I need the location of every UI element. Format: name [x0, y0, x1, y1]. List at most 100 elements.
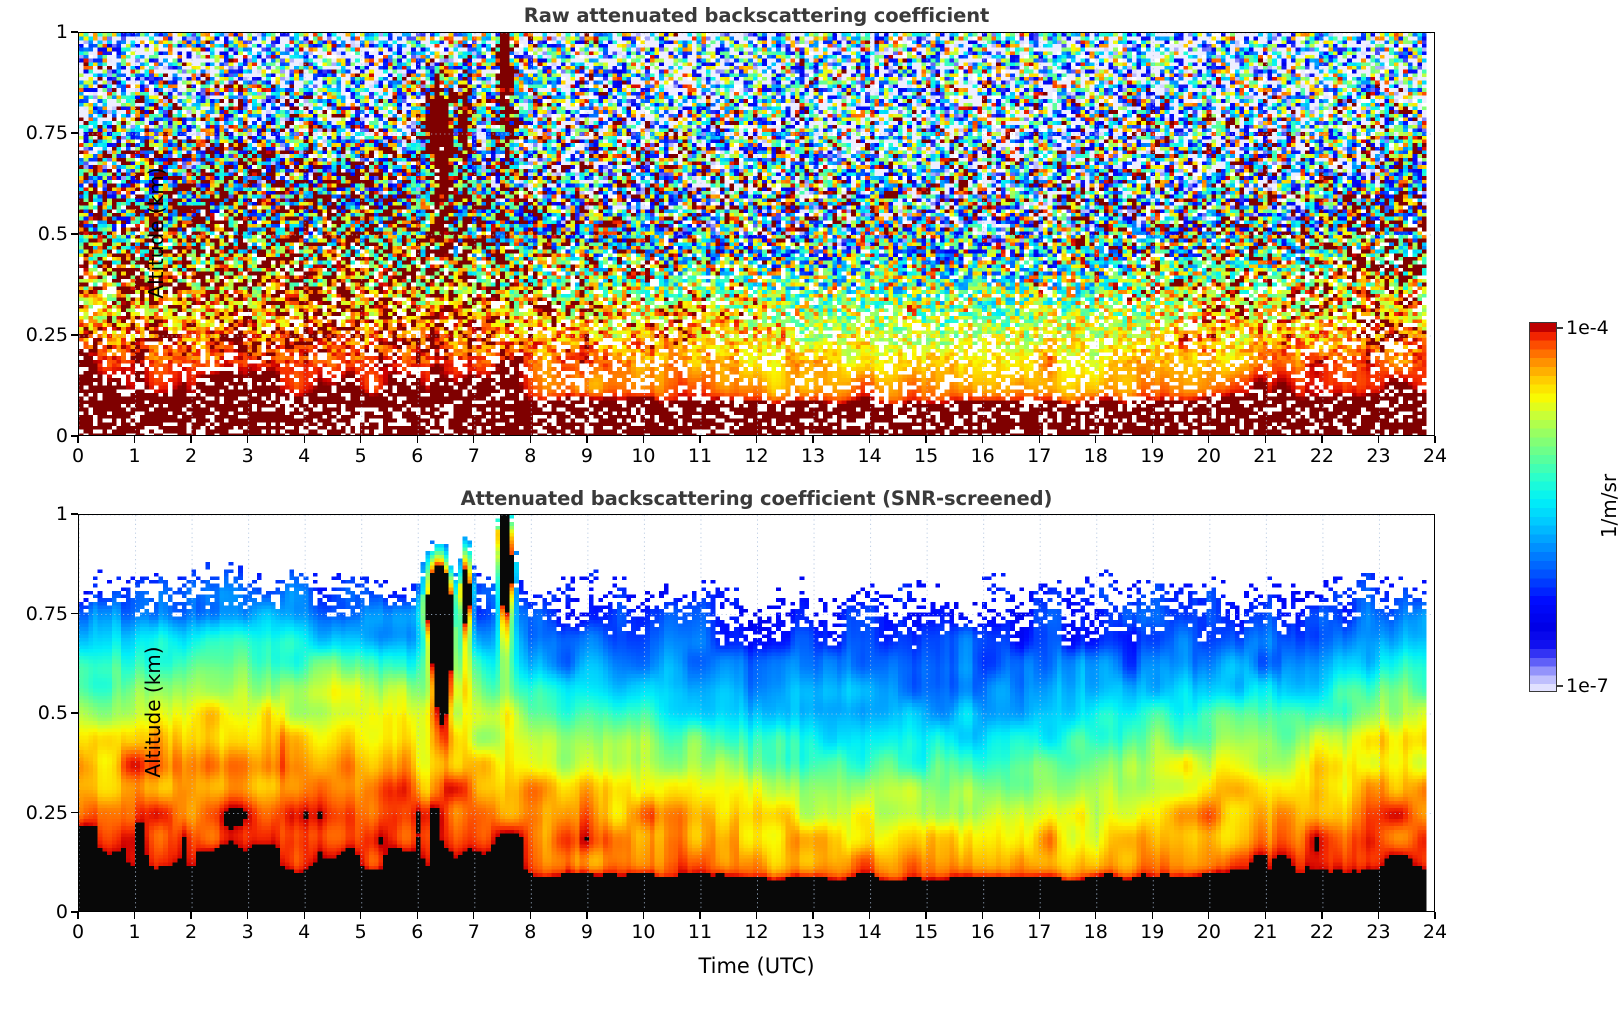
colorbar-min-label: 1e-7	[1566, 675, 1609, 697]
xtick-screened-1	[133, 912, 136, 919]
xtick-label-screened-7: 7	[467, 921, 480, 943]
xtick-raw-4	[303, 436, 305, 443]
xtick-screened-6	[416, 912, 418, 919]
ytick-raw-1	[71, 334, 78, 336]
xtick-label-raw-22: 22	[1309, 445, 1334, 467]
xtick-raw-7	[473, 436, 475, 443]
xtick-screened-24	[1434, 912, 1436, 919]
xtick-label-screened-1: 1	[128, 921, 141, 943]
xtick-screened-4	[303, 912, 305, 919]
xtick-label-raw-18: 18	[1083, 445, 1108, 467]
xtick-screened-22	[1321, 912, 1323, 919]
xtick-label-raw-14: 14	[857, 445, 882, 467]
xtick-label-raw-0: 0	[71, 445, 85, 467]
x-axis-label-screened: Time (UTC)	[698, 954, 815, 978]
xtick-screened-2	[190, 912, 192, 919]
xtick-label-screened-23: 23	[1366, 921, 1391, 943]
xtick-label-screened-14: 14	[857, 921, 882, 943]
xtick-label-raw-17: 17	[1027, 445, 1052, 467]
ytick-raw-0	[71, 435, 78, 437]
colorbar-gradient	[1529, 322, 1557, 692]
xtick-raw-5	[360, 436, 362, 443]
xtick-screened-5	[360, 912, 362, 919]
xtick-label-raw-15: 15	[914, 445, 939, 467]
xtick-screened-21	[1264, 912, 1267, 919]
ytick-raw-2	[71, 233, 78, 235]
xtick-screened-11	[699, 912, 701, 919]
ytick-label-raw-3: 0.75	[25, 122, 68, 144]
xtick-raw-0	[77, 436, 79, 443]
xtick-screened-10	[642, 912, 645, 919]
xtick-label-screened-19: 19	[1140, 921, 1165, 943]
xtick-label-raw-3: 3	[241, 445, 254, 467]
ytick-label-screened-3: 0.75	[25, 602, 68, 625]
xtick-raw-17	[1038, 436, 1040, 443]
xtick-screened-15	[925, 912, 927, 919]
ytick-screened-3	[71, 612, 78, 615]
plot-area-raw	[78, 32, 1435, 436]
colorbar-max-label: 1e-4	[1566, 317, 1609, 339]
ytick-screened-4	[71, 513, 78, 515]
xtick-label-screened-13: 13	[800, 921, 826, 943]
xtick-raw-11	[699, 436, 701, 443]
xtick-label-screened-21: 21	[1253, 921, 1278, 943]
xtick-label-screened-18: 18	[1083, 921, 1108, 943]
xtick-label-screened-12: 12	[744, 921, 769, 943]
xtick-raw-14	[868, 436, 871, 443]
xtick-label-raw-2: 2	[185, 445, 198, 467]
xtick-label-raw-11: 11	[687, 445, 713, 467]
ytick-label-raw-2: 0.5	[37, 223, 68, 245]
ytick-label-screened-4: 1	[55, 503, 68, 525]
xtick-screened-19	[1151, 912, 1153, 919]
xtick-screened-7	[473, 912, 475, 919]
ytick-raw-3	[71, 132, 78, 134]
xtick-screened-0	[77, 912, 79, 919]
xtick-label-raw-13: 13	[800, 445, 826, 467]
xtick-raw-18	[1095, 436, 1097, 443]
ytick-label-screened-1: 0.25	[25, 801, 68, 824]
xtick-label-screened-3: 3	[241, 921, 254, 943]
xtick-label-screened-17: 17	[1027, 921, 1052, 943]
xtick-label-screened-10: 10	[631, 921, 656, 943]
xtick-label-raw-1: 1	[128, 445, 141, 467]
xtick-label-screened-2: 2	[185, 921, 198, 943]
xtick-label-raw-12: 12	[744, 445, 769, 467]
plot-area-screened	[78, 514, 1435, 912]
xtick-screened-14	[868, 912, 871, 919]
xtick-label-screened-22: 22	[1309, 921, 1334, 943]
colorbar-unit-label: 1/m/sr	[1597, 473, 1621, 539]
ytick-label-raw-4: 1	[55, 21, 68, 43]
xtick-label-raw-20: 20	[1196, 445, 1221, 467]
xtick-label-screened-9: 9	[580, 921, 593, 943]
xtick-raw-6	[416, 436, 418, 443]
xtick-label-raw-16: 16	[970, 445, 995, 467]
xtick-label-raw-6: 6	[411, 445, 424, 467]
xtick-raw-24	[1434, 436, 1436, 443]
xtick-label-screened-11: 11	[687, 921, 713, 943]
xtick-label-screened-4: 4	[298, 921, 311, 943]
xtick-raw-1	[133, 436, 136, 443]
xtick-raw-9	[586, 436, 588, 443]
xtick-label-screened-16: 16	[970, 921, 995, 943]
xtick-raw-3	[246, 436, 249, 443]
xtick-screened-23	[1377, 912, 1380, 919]
xtick-label-raw-4: 4	[298, 445, 311, 467]
xtick-raw-16	[982, 436, 984, 443]
xtick-label-raw-24: 24	[1422, 445, 1448, 467]
colorbar-min-label-tick	[1557, 685, 1563, 687]
ytick-raw-4	[71, 31, 78, 33]
xtick-raw-10	[642, 436, 645, 443]
xtick-screened-17	[1038, 912, 1040, 919]
xtick-screened-13	[812, 912, 814, 919]
xtick-screened-18	[1095, 912, 1097, 919]
xtick-raw-15	[925, 436, 927, 443]
xtick-label-raw-19: 19	[1140, 445, 1165, 467]
xtick-label-screened-24: 24	[1422, 921, 1448, 943]
xtick-label-screened-8: 8	[524, 921, 537, 943]
xtick-label-raw-9: 9	[580, 445, 593, 467]
panel-title-raw: Raw attenuated backscattering coefficien…	[523, 4, 990, 27]
